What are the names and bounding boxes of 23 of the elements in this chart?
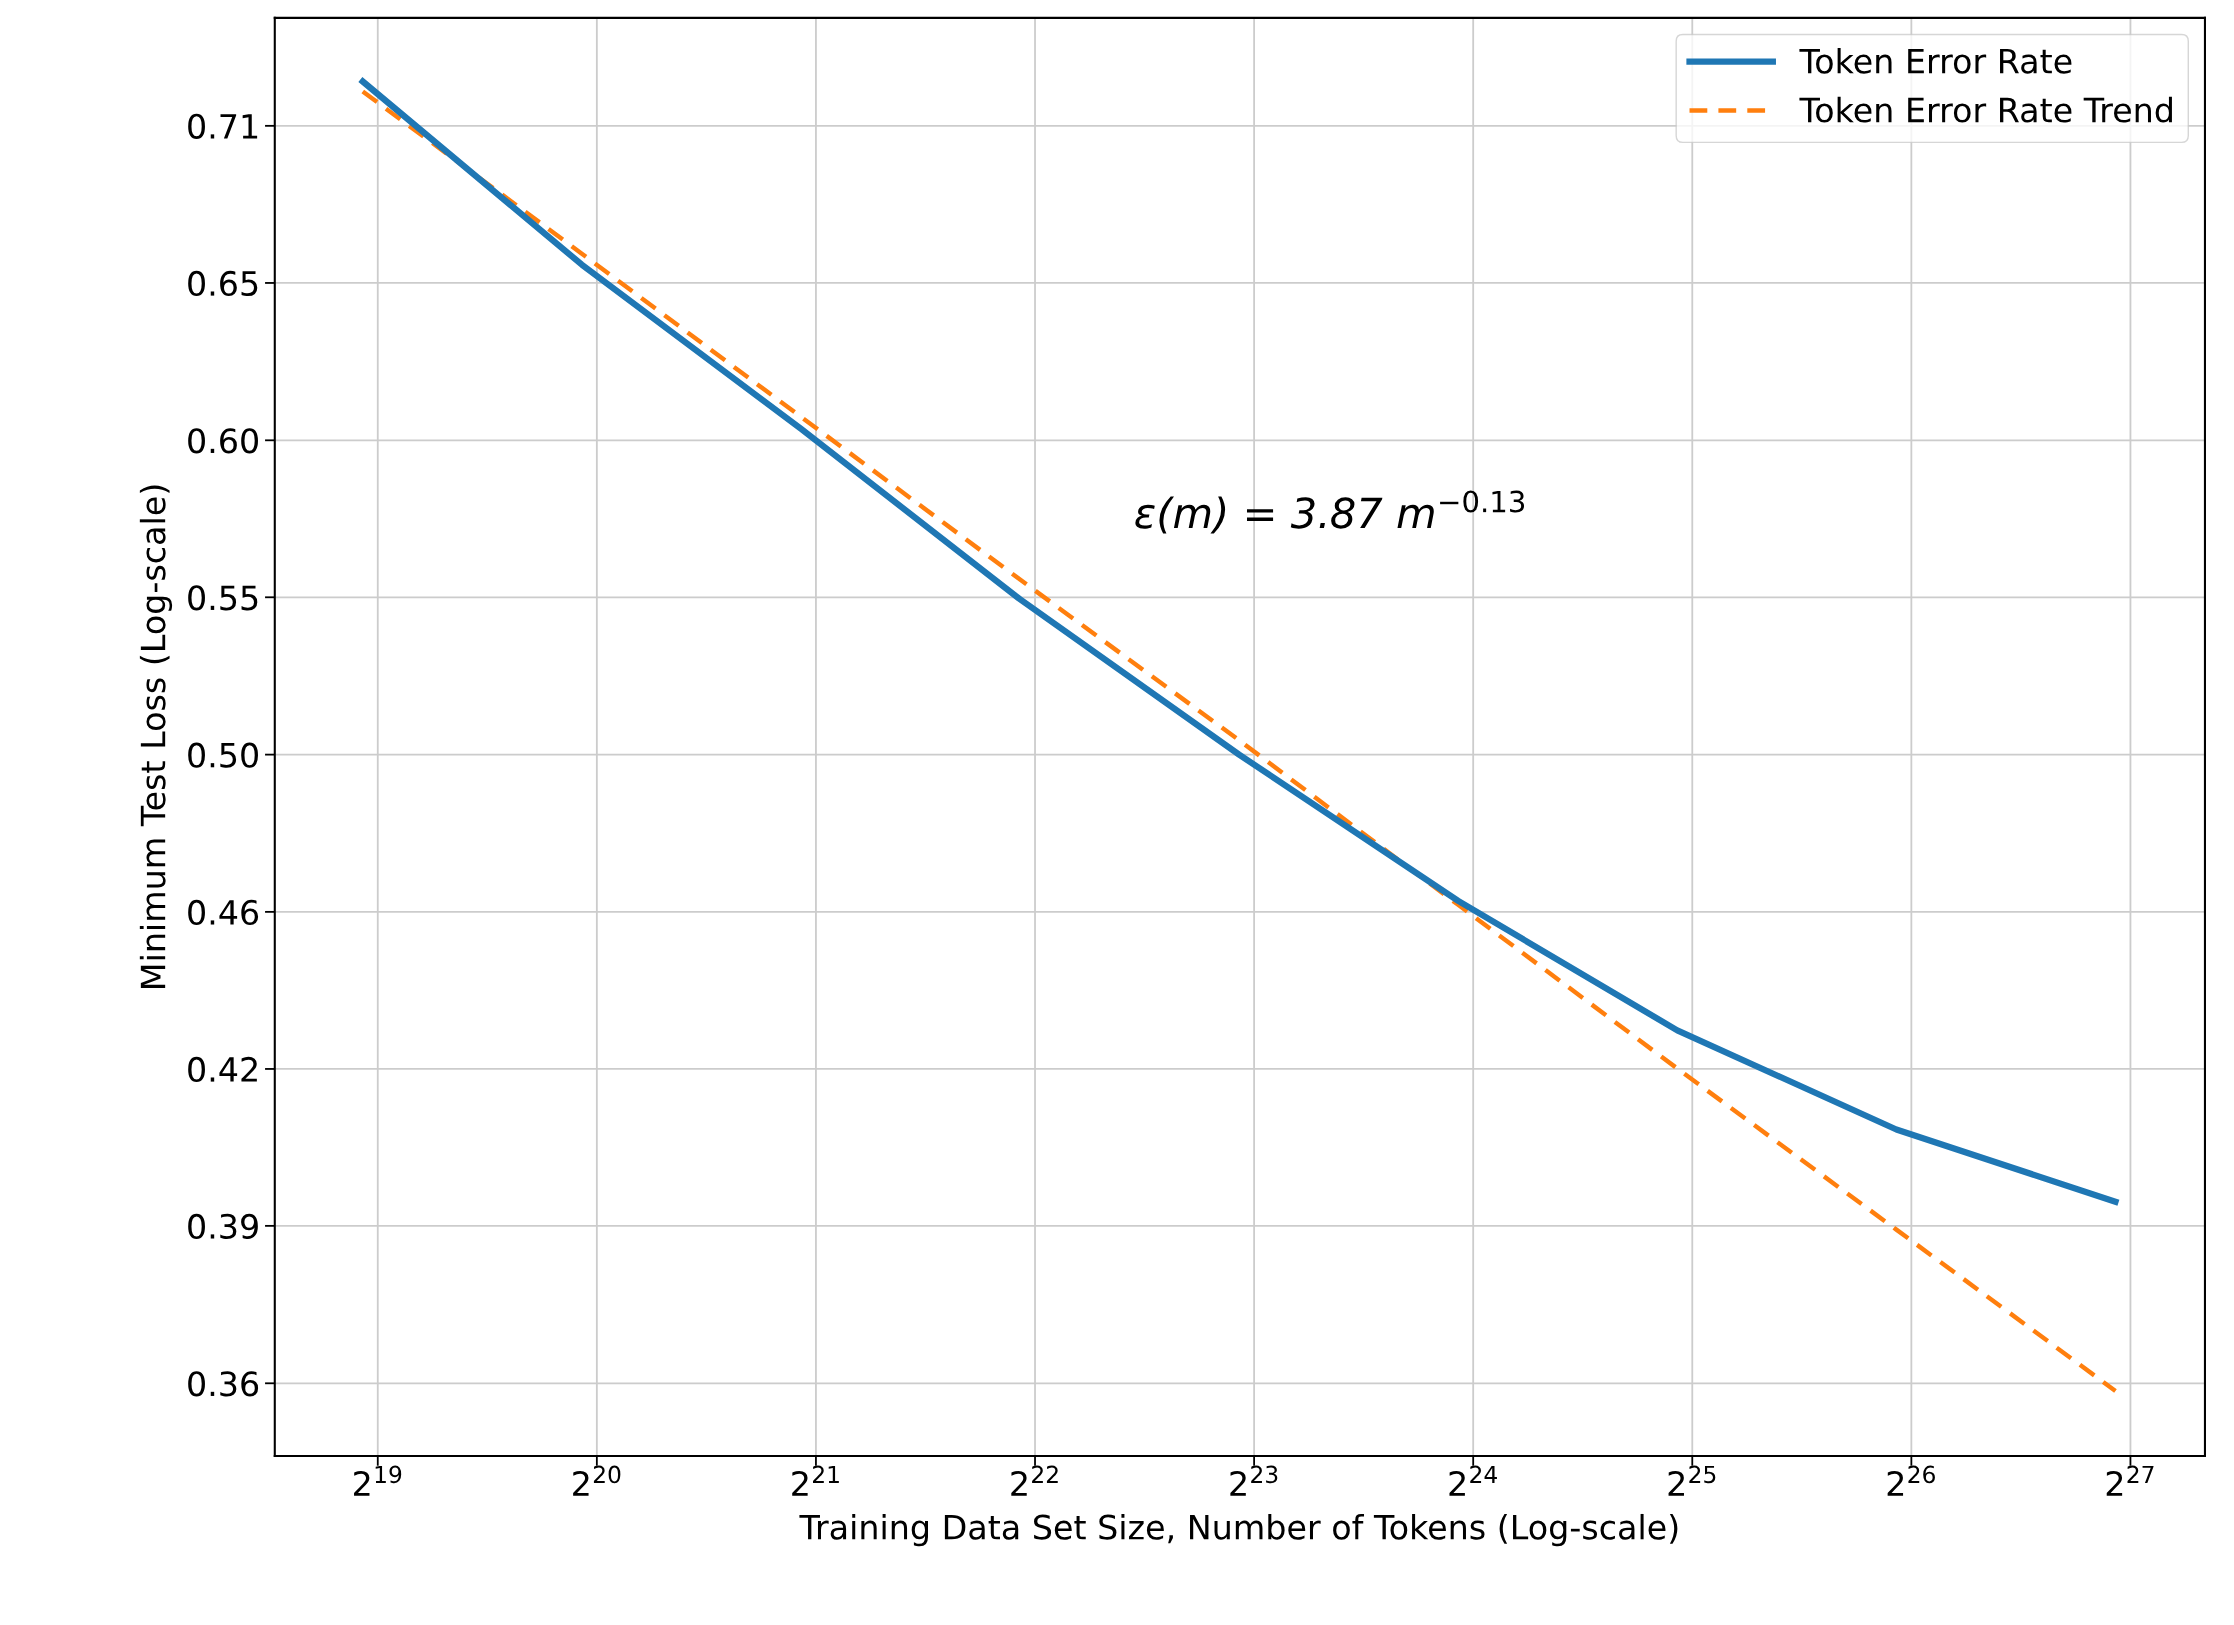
x-tick-label: 2$^{26}$ <box>1887 1465 1935 1496</box>
x-tick-label: 2$^{24}$ <box>1449 1465 1497 1496</box>
y-tick-label: 0.39 <box>188 1213 258 1239</box>
y-tick-label: 0.55 <box>188 585 258 611</box>
x-tick-label: 2$^{20}$ <box>573 1465 621 1496</box>
y-tick-label: 0.50 <box>188 742 258 768</box>
y-tick-label: 0.71 <box>188 113 258 139</box>
y-tick-label: 0.42 <box>188 1056 257 1083</box>
x-tick-label: 2$^{25}$ <box>1668 1465 1716 1496</box>
y-tick-label: 0.36 <box>188 1371 259 1397</box>
x-tick-label: 2$^{21}$ <box>792 1465 839 1496</box>
x-tick-label: 2$^{27}$ <box>2106 1465 2154 1496</box>
x-tick-label: 2$^{23}$ <box>1230 1465 1278 1496</box>
x-tick-label: 2$^{22}$ <box>1011 1465 1058 1496</box>
y-tick-label: 0.65 <box>188 270 258 297</box>
x-axis-title: Training Data Set Size, Number of Tokens (Log-scale) <box>799 1513 1678 1547</box>
legend-label: Token Error Rate <box>1799 47 2072 74</box>
y-tick-label: 0.46 <box>188 899 259 926</box>
x-tick-label: 2$^{19}$ <box>354 1465 402 1496</box>
legend-label: Token Error Rate Trend <box>1799 96 2172 123</box>
y-tick-label: 0.60 <box>188 428 258 454</box>
annotation: ε(m) = 3.87 m$^{−0.13}$ <box>1135 490 1525 534</box>
y-axis-title: Minimum Test Loss (Log-scale) <box>139 485 173 988</box>
